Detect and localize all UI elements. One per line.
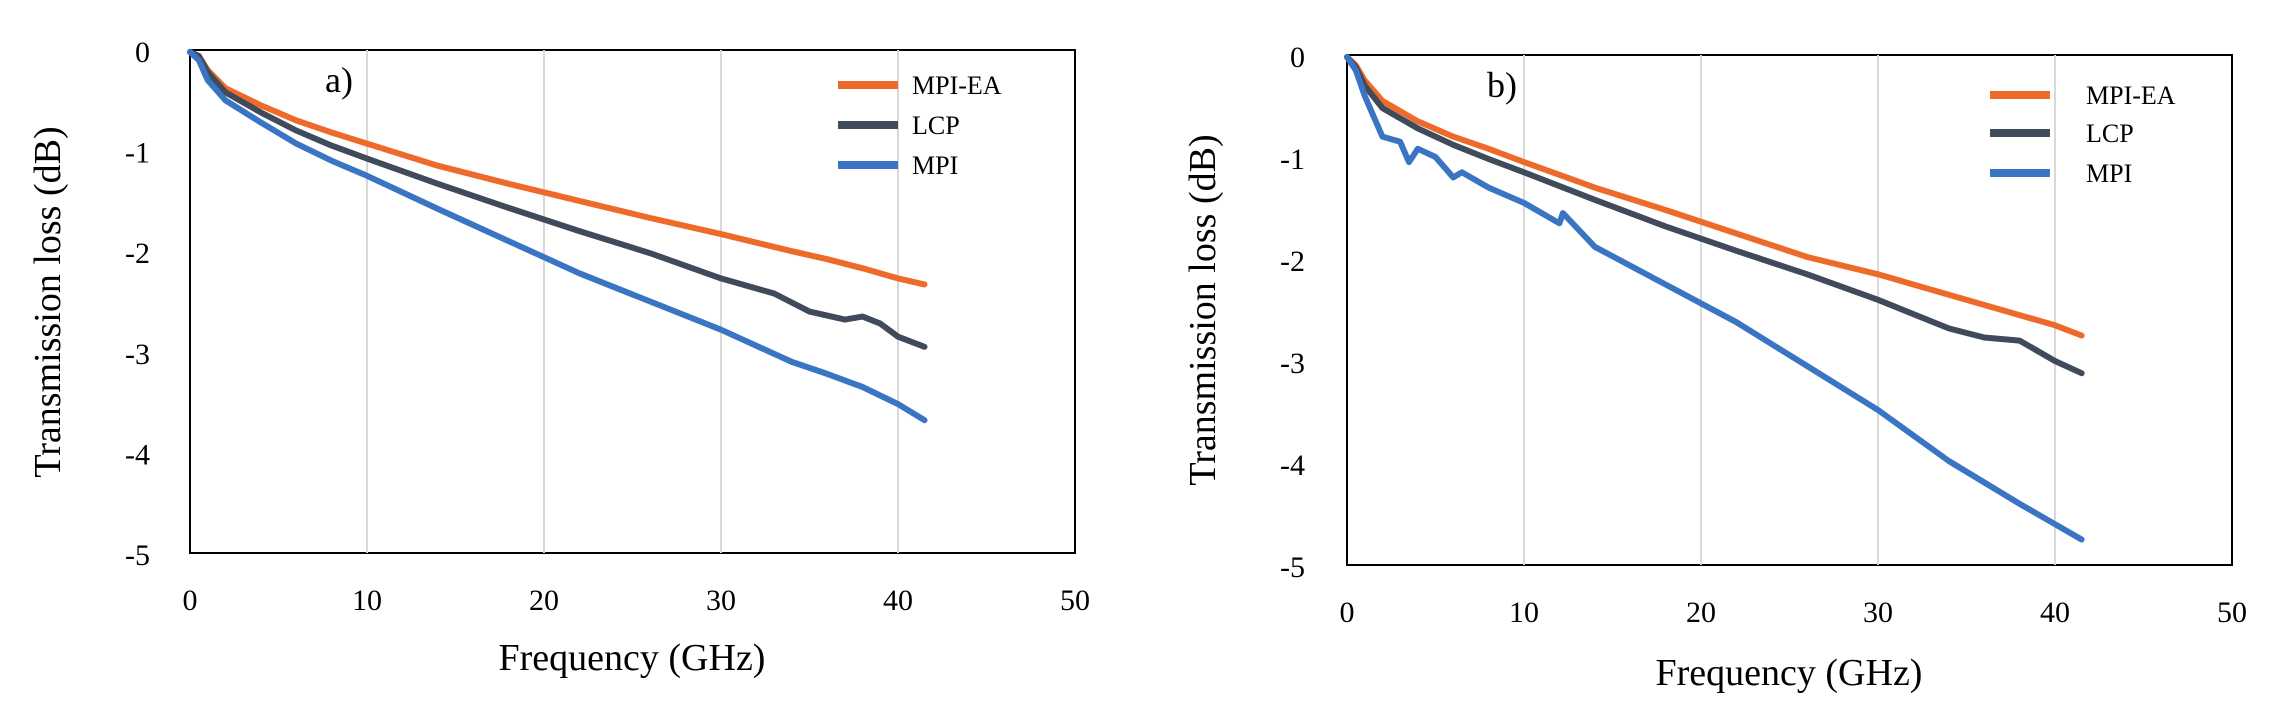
x-tick-label: 0 [183,584,198,617]
y-tick-label: -3 [1280,347,1305,380]
x-tick-label: 30 [706,584,736,617]
panel-label: b) [1487,65,1517,105]
x-tick-label: 50 [1060,584,1090,617]
legend-label-mpi-ea: MPI-EA [2086,81,2176,110]
y-axis-title: Transmission loss (dB) [1182,134,1224,485]
series-lines [1344,54,2085,543]
x-tick-labels: 0 10 20 30 40 50 [1340,596,2248,629]
series-lines [187,49,928,424]
x-tick-label: 30 [1863,596,1893,629]
y-tick-label: 0 [1290,41,1305,74]
y-tick-label: 0 [135,36,150,69]
x-tick-label: 10 [1509,596,1539,629]
x-tick-label: 20 [529,584,559,617]
x-axis-title: Frequency (GHz) [1656,652,1923,694]
x-tick-label: 40 [2040,596,2070,629]
x-tick-label: 20 [1686,596,1716,629]
panel-label: a) [325,60,353,100]
plot-area [189,49,1076,554]
y-tick-label: -3 [125,338,150,371]
series-line-mpi-ea [1344,54,2085,339]
legend-label-lcp: LCP [912,111,960,140]
y-tick-label: -4 [1280,449,1305,482]
y-tick-label: -2 [1280,245,1305,278]
chart-panel-a: 0 10 20 30 40 50 0 -1 -2 -3 -4 -5 a) Frequency (GH… [27,36,1090,679]
plot-area [1346,54,2233,566]
x-axis-title: Frequency (GHz) [499,637,766,679]
legend-label-mpi: MPI [2086,159,2132,188]
series-line-mpi-ea [187,49,928,288]
series-line-mpi [1344,54,2085,543]
series-line-lcp [1344,54,2085,377]
chart-panel-b: 0 10 20 30 40 50 0 -1 -2 -3 -4 -5 b) Frequency (GH… [1182,41,2247,694]
y-tick-label: -2 [125,237,150,270]
x-tick-label: 0 [1340,596,1355,629]
series-line-mpi [187,49,928,424]
x-tick-label: 40 [883,584,913,617]
grid-lines [366,50,899,553]
y-tick-labels: 0 -1 -2 -3 -4 -5 [125,36,150,572]
y-tick-label: -5 [1280,551,1305,584]
series-line-lcp [187,49,928,350]
y-tick-label: -5 [125,539,150,572]
y-tick-label: -4 [125,438,150,471]
legend: MPI-EA LCP MPI [1990,81,2176,188]
y-tick-label: -1 [125,137,150,170]
y-tick-labels: 0 -1 -2 -3 -4 -5 [1280,41,1305,584]
legend-label-mpi-ea: MPI-EA [912,71,1002,100]
legend: MPI-EA LCP MPI [838,71,1002,180]
x-tick-labels: 0 10 20 30 40 50 [183,584,1091,617]
legend-label-lcp: LCP [2086,119,2134,148]
y-tick-label: -1 [1280,143,1305,176]
grid-lines [1523,55,2056,565]
legend-label-mpi: MPI [912,151,958,180]
x-tick-label: 10 [352,584,382,617]
x-tick-label: 50 [2217,596,2247,629]
y-axis-title: Transmission loss (dB) [27,126,69,477]
